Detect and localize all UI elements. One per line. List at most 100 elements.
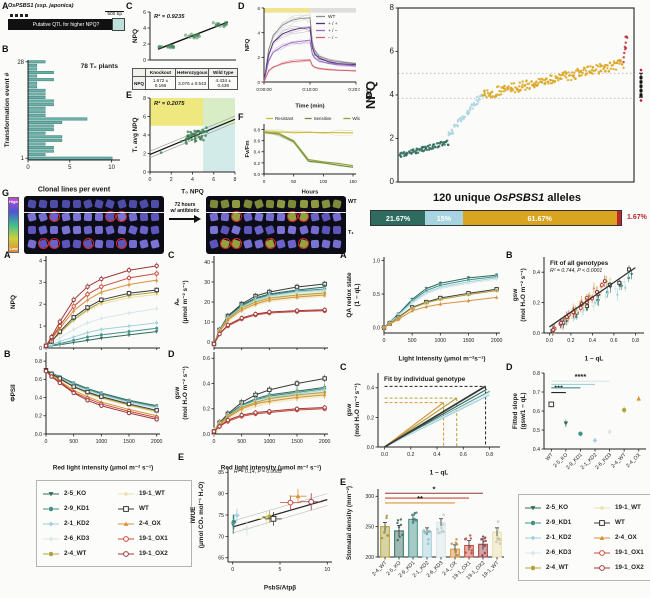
- svg-text:****: ****: [575, 372, 587, 381]
- svg-text:(μmol CO₂ mol⁻¹ H₂O): (μmol CO₂ mol⁻¹ H₂O): [198, 482, 205, 549]
- svg-text:0: 0: [143, 58, 146, 64]
- fluorescence-colorbar: High Low: [8, 197, 19, 253]
- selected-disk-ring-icon: [82, 238, 94, 250]
- arrow-label-line2: w/ antibiotic: [170, 208, 200, 214]
- arrow-label-line1: 72 hours: [174, 202, 196, 208]
- legend-item: 19-1_WT: [118, 486, 185, 501]
- svg-text:28: 28: [17, 60, 24, 66]
- svg-text:0.4: 0.4: [203, 381, 210, 387]
- svg-text:0.5: 0.5: [373, 292, 380, 298]
- t1-row-label: T₁: [348, 230, 354, 236]
- svg-text:R² = 0.2075: R² = 0.2075: [154, 100, 185, 107]
- svg-text:4: 4: [143, 26, 146, 32]
- leaf-disk: [94, 198, 105, 209]
- leaf-disk: [264, 225, 276, 236]
- leaf-disk: [287, 225, 297, 235]
- leaf-disk: [38, 198, 48, 209]
- svg-text:0.4: 0.4: [433, 452, 440, 458]
- svg-text:NPQ: NPQ: [10, 295, 17, 309]
- svg-text:2: 2: [39, 302, 42, 308]
- leaf-disk: [332, 212, 342, 222]
- svg-text:gsw: gsw: [346, 404, 353, 416]
- legend-item: 19-1_OX2: [118, 546, 185, 561]
- leaf-disk: [332, 198, 342, 209]
- svg-text:8: 8: [143, 96, 146, 102]
- leaf-disk: [95, 226, 104, 235]
- svg-text:0.2: 0.2: [367, 415, 374, 421]
- svg-text:0.8: 0.8: [486, 452, 493, 458]
- svg-text:0.7: 0.7: [533, 390, 540, 396]
- svg-text:0.4: 0.4: [35, 395, 42, 401]
- svg-text:WT: WT: [545, 452, 556, 463]
- svg-text:4: 4: [39, 258, 42, 264]
- qa-redox-vs-light-chart: 0 500 1000 1500 2000 0.0 0.5 1.0 Light Intensity…: [346, 257, 503, 363]
- svg-text:4: 4: [257, 31, 260, 36]
- svg-text:6: 6: [143, 114, 146, 120]
- leaf-disk: [253, 225, 264, 236]
- svg-text:NPQ: NPQ: [366, 88, 373, 102]
- svg-text:− / −: − / −: [328, 35, 338, 41]
- panel-label-b3: B: [506, 250, 513, 260]
- leaf-disk: [128, 212, 138, 222]
- wt-row-label: WT: [348, 199, 357, 205]
- conductance-vs-light-chart: 0 500 1000 1500 2000 0.0 0.2 0.4 0.6 Red light in…: [174, 352, 331, 472]
- legend-item: 2-9_KD1: [525, 515, 586, 530]
- svg-text:0: 0: [390, 177, 395, 186]
- svg-text:(gsw/1 − qL): (gsw/1 − qL): [520, 392, 527, 429]
- leaf-disk: [310, 239, 320, 248]
- selected-disk-ring-icon: [298, 238, 310, 250]
- panel-label-g1: G: [2, 188, 10, 198]
- svg-text:gsw: gsw: [512, 289, 519, 301]
- leaf-disk: [265, 212, 275, 222]
- svg-text:0: 0: [26, 165, 30, 171]
- panel-label-d2: D: [168, 349, 175, 359]
- svg-text:1000: 1000: [435, 338, 447, 344]
- qtl-label: Putative QTL for higher NPQ?: [32, 21, 100, 28]
- selected-disk-ring-icon: [219, 238, 231, 250]
- svg-text:0.5: 0.5: [533, 428, 540, 434]
- arrow-right-icon: [169, 215, 201, 223]
- svg-text:0.2: 0.2: [567, 338, 574, 344]
- selected-disk-ring-icon: [37, 238, 49, 250]
- svg-text:QA redox state: QA redox state: [346, 272, 353, 318]
- svg-text:200: 200: [365, 555, 374, 561]
- allele-class-segment: [616, 211, 621, 225]
- leaf-disk: [209, 238, 219, 249]
- svg-text:R² = 0.9235: R² = 0.9235: [154, 13, 185, 20]
- leaf-disk: [150, 238, 161, 249]
- svg-text:75: 75: [218, 513, 224, 519]
- legend-item: 19-1_OX2: [594, 560, 650, 575]
- leaf-disk: [72, 212, 82, 222]
- selected-disk-ring-icon: [264, 238, 276, 250]
- svg-text:Wild type: Wild type: [352, 116, 360, 121]
- colorbar-high-label: High: [9, 199, 18, 204]
- svg-text:80: 80: [218, 492, 224, 498]
- svg-text:Transformation event #: Transformation event #: [4, 72, 11, 147]
- legend-item: 2-9_KD1: [43, 501, 110, 516]
- leaf-disk: [299, 199, 308, 208]
- leaf-disk: [243, 226, 252, 235]
- svg-text:Clonal lines per event: Clonal lines per event: [38, 187, 111, 194]
- svg-text:0.0: 0.0: [203, 432, 210, 438]
- svg-text:6: 6: [212, 177, 215, 183]
- svg-text:0.8: 0.8: [254, 127, 261, 132]
- svg-text:65: 65: [218, 556, 224, 562]
- selected-disk-ring-icon: [48, 211, 60, 223]
- t1-vs-t0-npq-chart: 0 2 4 6 8 0 2 4 6 8 T₀ NPQ T₁ avg NPQ R² = 0.2075: [132, 96, 237, 196]
- svg-text:0.2: 0.2: [254, 161, 261, 166]
- panel-label-d1: D: [238, 1, 245, 11]
- svg-text:0.0: 0.0: [546, 338, 553, 344]
- gsw-vs-ql-all-fit-chart: 0.0 0.2 0.4 0.6 0.8 0.0 0.2 0.4 1 − qL gsw (mol H₂…: [512, 257, 644, 363]
- panel-label-a3: A: [340, 250, 347, 260]
- svg-text:0: 0: [263, 179, 266, 184]
- svg-text:0.8: 0.8: [35, 359, 42, 365]
- npq-vs-light-chart: 0 1 2 3 4 NPQ: [10, 256, 160, 350]
- legend-item: 2-5_KO: [525, 500, 586, 515]
- svg-text:Fit by individual genotype: Fit by individual genotype: [384, 376, 466, 383]
- svg-text:0.8: 0.8: [632, 338, 639, 344]
- svg-text:10: 10: [108, 165, 115, 171]
- legend-item: 2-1_KD2: [43, 516, 110, 531]
- treatment-arrow: 72 hours w/ antibiotic: [165, 202, 205, 226]
- svg-text:78 T₀ plants: 78 T₀ plants: [81, 63, 119, 70]
- legend-item: 19-1_OX1: [594, 545, 650, 560]
